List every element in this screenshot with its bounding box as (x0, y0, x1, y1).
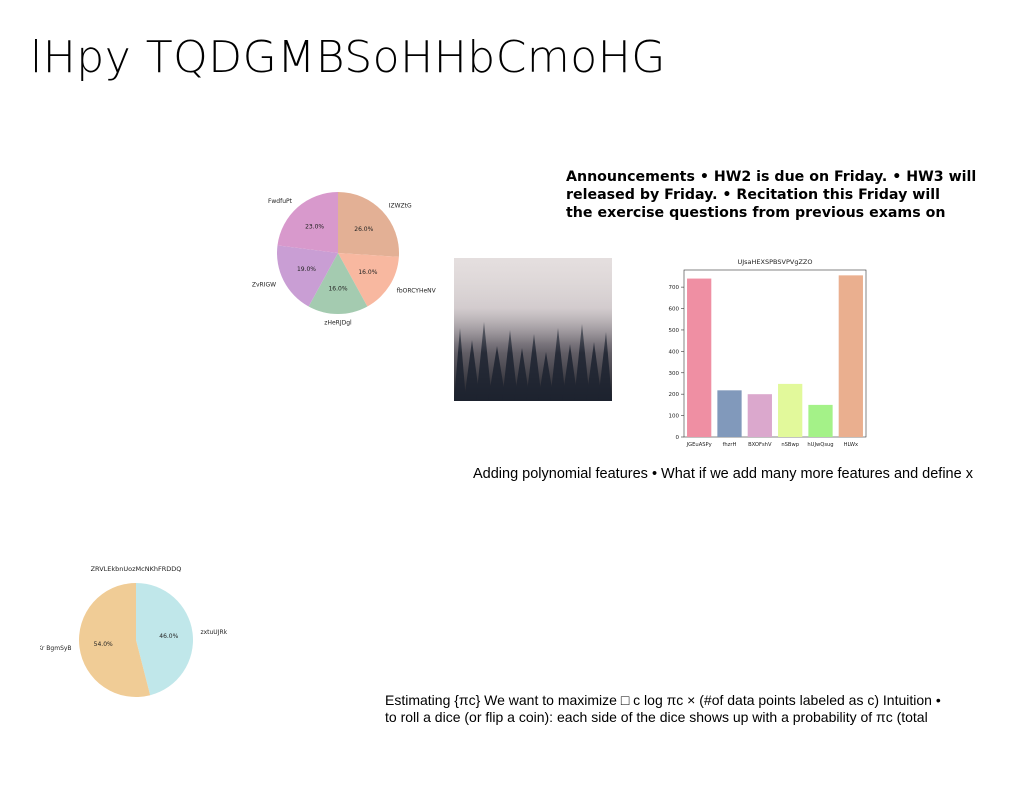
pie2-category-label: zxtuUJRk (200, 629, 227, 636)
bar-chart-title: UJsaHEXSPBSVPVgZZO (738, 258, 813, 266)
pie1-slice (338, 253, 399, 307)
bar-chart-bar (778, 383, 803, 437)
pie-chart-1: 26.0% IZWZtG 16.0% fbORCYHeNV 16.0% zHeRJDgl 1… (252, 192, 437, 327)
pie1-slice (277, 192, 338, 253)
bar-chart-ytick-label: 100 (669, 414, 680, 420)
pie1-value-label: 16.0% (328, 285, 347, 292)
pie1-value-label: 26.0% (354, 226, 373, 233)
pie1-category-label: fbORCYHeNV (397, 287, 437, 294)
announcements-line: the exercise questions from previous exa… (566, 205, 946, 221)
pie2-slice (78, 583, 151, 697)
estimating-line: to roll a dice (or flip a coin): each si… (385, 709, 928, 725)
announcements-text: Announcements • HW2 is due on Friday. • … (566, 168, 1024, 222)
bar-chart-category-label: nSBwp (781, 442, 799, 448)
slide-title: lHpy TQDGMBSoHHbCmoHG (30, 32, 666, 83)
bar-chart-ytick-label: 0 (676, 435, 680, 441)
pie1-value-label: 23.0% (305, 223, 324, 230)
pie1-slice (308, 253, 368, 314)
pie2-slice (136, 583, 193, 696)
bar-chart-frame (683, 269, 867, 438)
bar-chart-bar (687, 278, 712, 437)
pie2-category-label: Kr BgmSyB (40, 645, 72, 652)
bar-chart-category-label: hUJwQsug (807, 442, 833, 448)
bar-chart-category-label: HLWx (844, 442, 859, 448)
bar-chart-ytick-label: 200 (669, 392, 680, 398)
polynomial-features-text: Adding polynomial features • What if we … (473, 466, 973, 482)
announcements-line: Announcements • HW2 is due on Friday. • … (566, 169, 977, 185)
bar-chart-bar (808, 404, 833, 437)
pie2-title: ZRVLEkbnUozMcNKhFRDDQ (91, 565, 182, 573)
estimating-line: Estimating {πc} We want to maximize □ c … (385, 692, 941, 708)
pie1-category-label: zHeRJDgl (324, 320, 352, 327)
bar-chart-bar (747, 394, 772, 437)
pie1-category-label: ZvRIGW (252, 282, 276, 289)
bar-chart-ytick-label: 600 (669, 307, 680, 313)
bar-chart-ytick-label: 300 (669, 371, 680, 377)
bar-chart-bar (838, 275, 863, 437)
pie1-slice (338, 192, 399, 257)
pie1-slice (277, 245, 338, 307)
pie2-value-label: 46.0% (159, 633, 178, 640)
pie1-category-label: IZWZtG (389, 202, 412, 209)
pie1-value-label: 19.0% (297, 266, 316, 273)
bar-chart-category-label: fhzrH (723, 442, 737, 448)
pie2-value-label: 54.0% (94, 641, 113, 648)
pie1-value-label: 16.0% (358, 269, 377, 276)
bar-chart-category-label: BXOFshV (748, 442, 772, 448)
bar-chart-bar (717, 390, 742, 437)
bar-chart: UJsaHEXSPBSVPVgZZO 0 100 200 300 400 500 600 700… (669, 258, 867, 448)
announcements-line: released by Friday. • Recitation this Fr… (566, 187, 940, 203)
bar-chart-ytick-label: 700 (669, 285, 680, 291)
bar-chart-category-label: JGEuASPy (686, 442, 712, 448)
pie1-category-label: FwdfuPt (268, 198, 293, 205)
bar-chart-ytick-label: 400 (669, 349, 680, 355)
pie-chart-2: ZRVLEkbnUozMcNKhFRDDQ 46.0% zxtuUJRk 54.0% K… (40, 565, 228, 697)
bar-chart-ytick-label: 500 (669, 328, 680, 334)
estimating-text: Estimating {πc} We want to maximize □ c … (385, 692, 1024, 726)
forest-fog-photo (454, 258, 612, 401)
